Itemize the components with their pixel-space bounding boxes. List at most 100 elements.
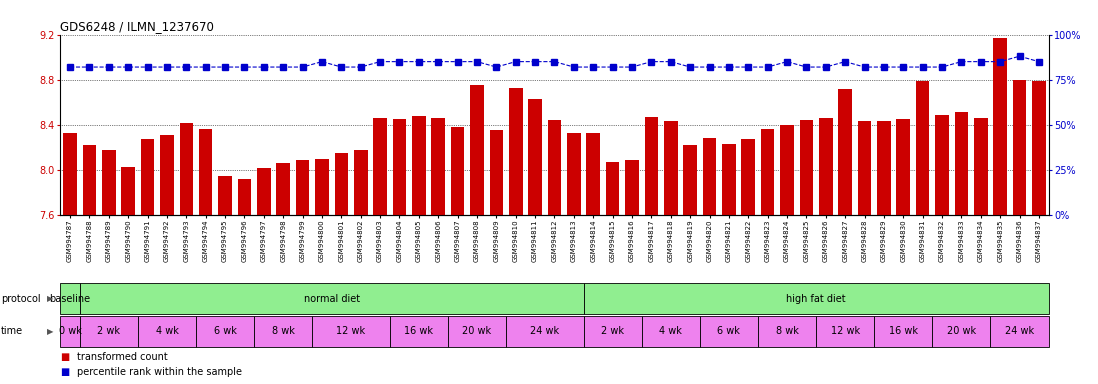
Bar — [390, 316, 448, 347]
Bar — [335, 153, 348, 215]
Text: normal diet: normal diet — [304, 293, 360, 304]
Bar — [758, 316, 816, 347]
Text: transformed count: transformed count — [77, 352, 168, 362]
Bar — [839, 89, 852, 215]
Bar — [448, 316, 506, 347]
Bar — [583, 283, 1049, 314]
Text: GDS6248 / ILMN_1237670: GDS6248 / ILMN_1237670 — [60, 20, 214, 33]
Bar — [412, 116, 426, 215]
Bar — [315, 159, 328, 215]
Bar — [80, 316, 138, 347]
Bar — [990, 316, 1049, 347]
Bar — [916, 81, 929, 215]
Bar — [354, 150, 368, 215]
Bar — [219, 175, 232, 215]
Text: baseline: baseline — [49, 293, 91, 304]
Text: 24 wk: 24 wk — [530, 326, 559, 336]
Bar — [64, 133, 77, 215]
Bar — [237, 179, 251, 215]
Text: ▶: ▶ — [47, 294, 54, 303]
Bar — [858, 121, 872, 215]
Bar — [528, 99, 542, 215]
Bar — [373, 118, 386, 215]
Bar — [606, 162, 619, 215]
Text: 0 wk: 0 wk — [58, 326, 81, 336]
Bar — [874, 316, 932, 347]
Bar — [664, 121, 677, 215]
Text: 20 wk: 20 wk — [462, 326, 492, 336]
Bar — [816, 316, 874, 347]
Bar — [583, 316, 641, 347]
Bar — [451, 127, 464, 215]
Bar — [1032, 81, 1045, 215]
Bar — [741, 139, 755, 215]
Text: ▶: ▶ — [47, 327, 54, 336]
Bar — [932, 316, 990, 347]
Bar — [509, 88, 523, 215]
Text: 2 wk: 2 wk — [98, 326, 121, 336]
Text: 12 wk: 12 wk — [336, 326, 366, 336]
Bar — [896, 119, 910, 215]
Bar — [567, 133, 581, 215]
Bar — [312, 316, 390, 347]
Bar — [994, 38, 1007, 215]
Bar — [877, 121, 890, 215]
Bar — [586, 133, 600, 215]
Text: 2 wk: 2 wk — [601, 326, 624, 336]
Bar — [645, 117, 658, 215]
Bar — [935, 115, 949, 215]
Bar — [141, 139, 155, 215]
Text: protocol: protocol — [1, 293, 41, 304]
Bar — [641, 316, 699, 347]
Bar — [722, 144, 736, 215]
Bar — [699, 316, 758, 347]
Bar — [548, 120, 561, 215]
Bar — [199, 129, 213, 215]
Text: 20 wk: 20 wk — [946, 326, 976, 336]
Text: 8 wk: 8 wk — [272, 326, 294, 336]
Bar — [490, 131, 503, 215]
Text: 4 wk: 4 wk — [659, 326, 682, 336]
Bar — [60, 316, 80, 347]
Bar — [683, 145, 697, 215]
Bar — [1012, 79, 1027, 215]
Bar — [197, 316, 254, 347]
Bar — [138, 316, 197, 347]
Text: 4 wk: 4 wk — [156, 326, 178, 336]
Bar — [122, 167, 135, 215]
Bar — [60, 283, 80, 314]
Text: high fat diet: high fat diet — [786, 293, 845, 304]
Text: 24 wk: 24 wk — [1005, 326, 1034, 336]
Bar — [82, 145, 97, 215]
Bar — [393, 119, 406, 215]
Bar — [506, 316, 583, 347]
Bar — [80, 283, 583, 314]
Bar — [160, 135, 173, 215]
Bar — [799, 120, 814, 215]
Bar — [295, 160, 310, 215]
Bar — [781, 125, 794, 215]
Text: 16 wk: 16 wk — [404, 326, 434, 336]
Text: ■: ■ — [60, 352, 69, 362]
Text: time: time — [1, 326, 23, 336]
Text: 16 wk: 16 wk — [888, 326, 918, 336]
Bar — [180, 122, 193, 215]
Text: ■: ■ — [60, 367, 69, 377]
Text: 8 wk: 8 wk — [775, 326, 798, 336]
Text: 12 wk: 12 wk — [830, 326, 860, 336]
Bar — [703, 138, 716, 215]
Bar — [432, 118, 445, 215]
Bar — [254, 316, 312, 347]
Bar — [819, 118, 832, 215]
Bar — [625, 160, 639, 215]
Text: 6 wk: 6 wk — [717, 326, 740, 336]
Text: 6 wk: 6 wk — [214, 326, 236, 336]
Bar — [102, 150, 115, 215]
Bar — [974, 118, 987, 215]
Bar — [257, 168, 270, 215]
Bar — [954, 113, 968, 215]
Bar — [470, 85, 484, 215]
Text: percentile rank within the sample: percentile rank within the sample — [77, 367, 242, 377]
Bar — [761, 129, 774, 215]
Bar — [277, 163, 290, 215]
